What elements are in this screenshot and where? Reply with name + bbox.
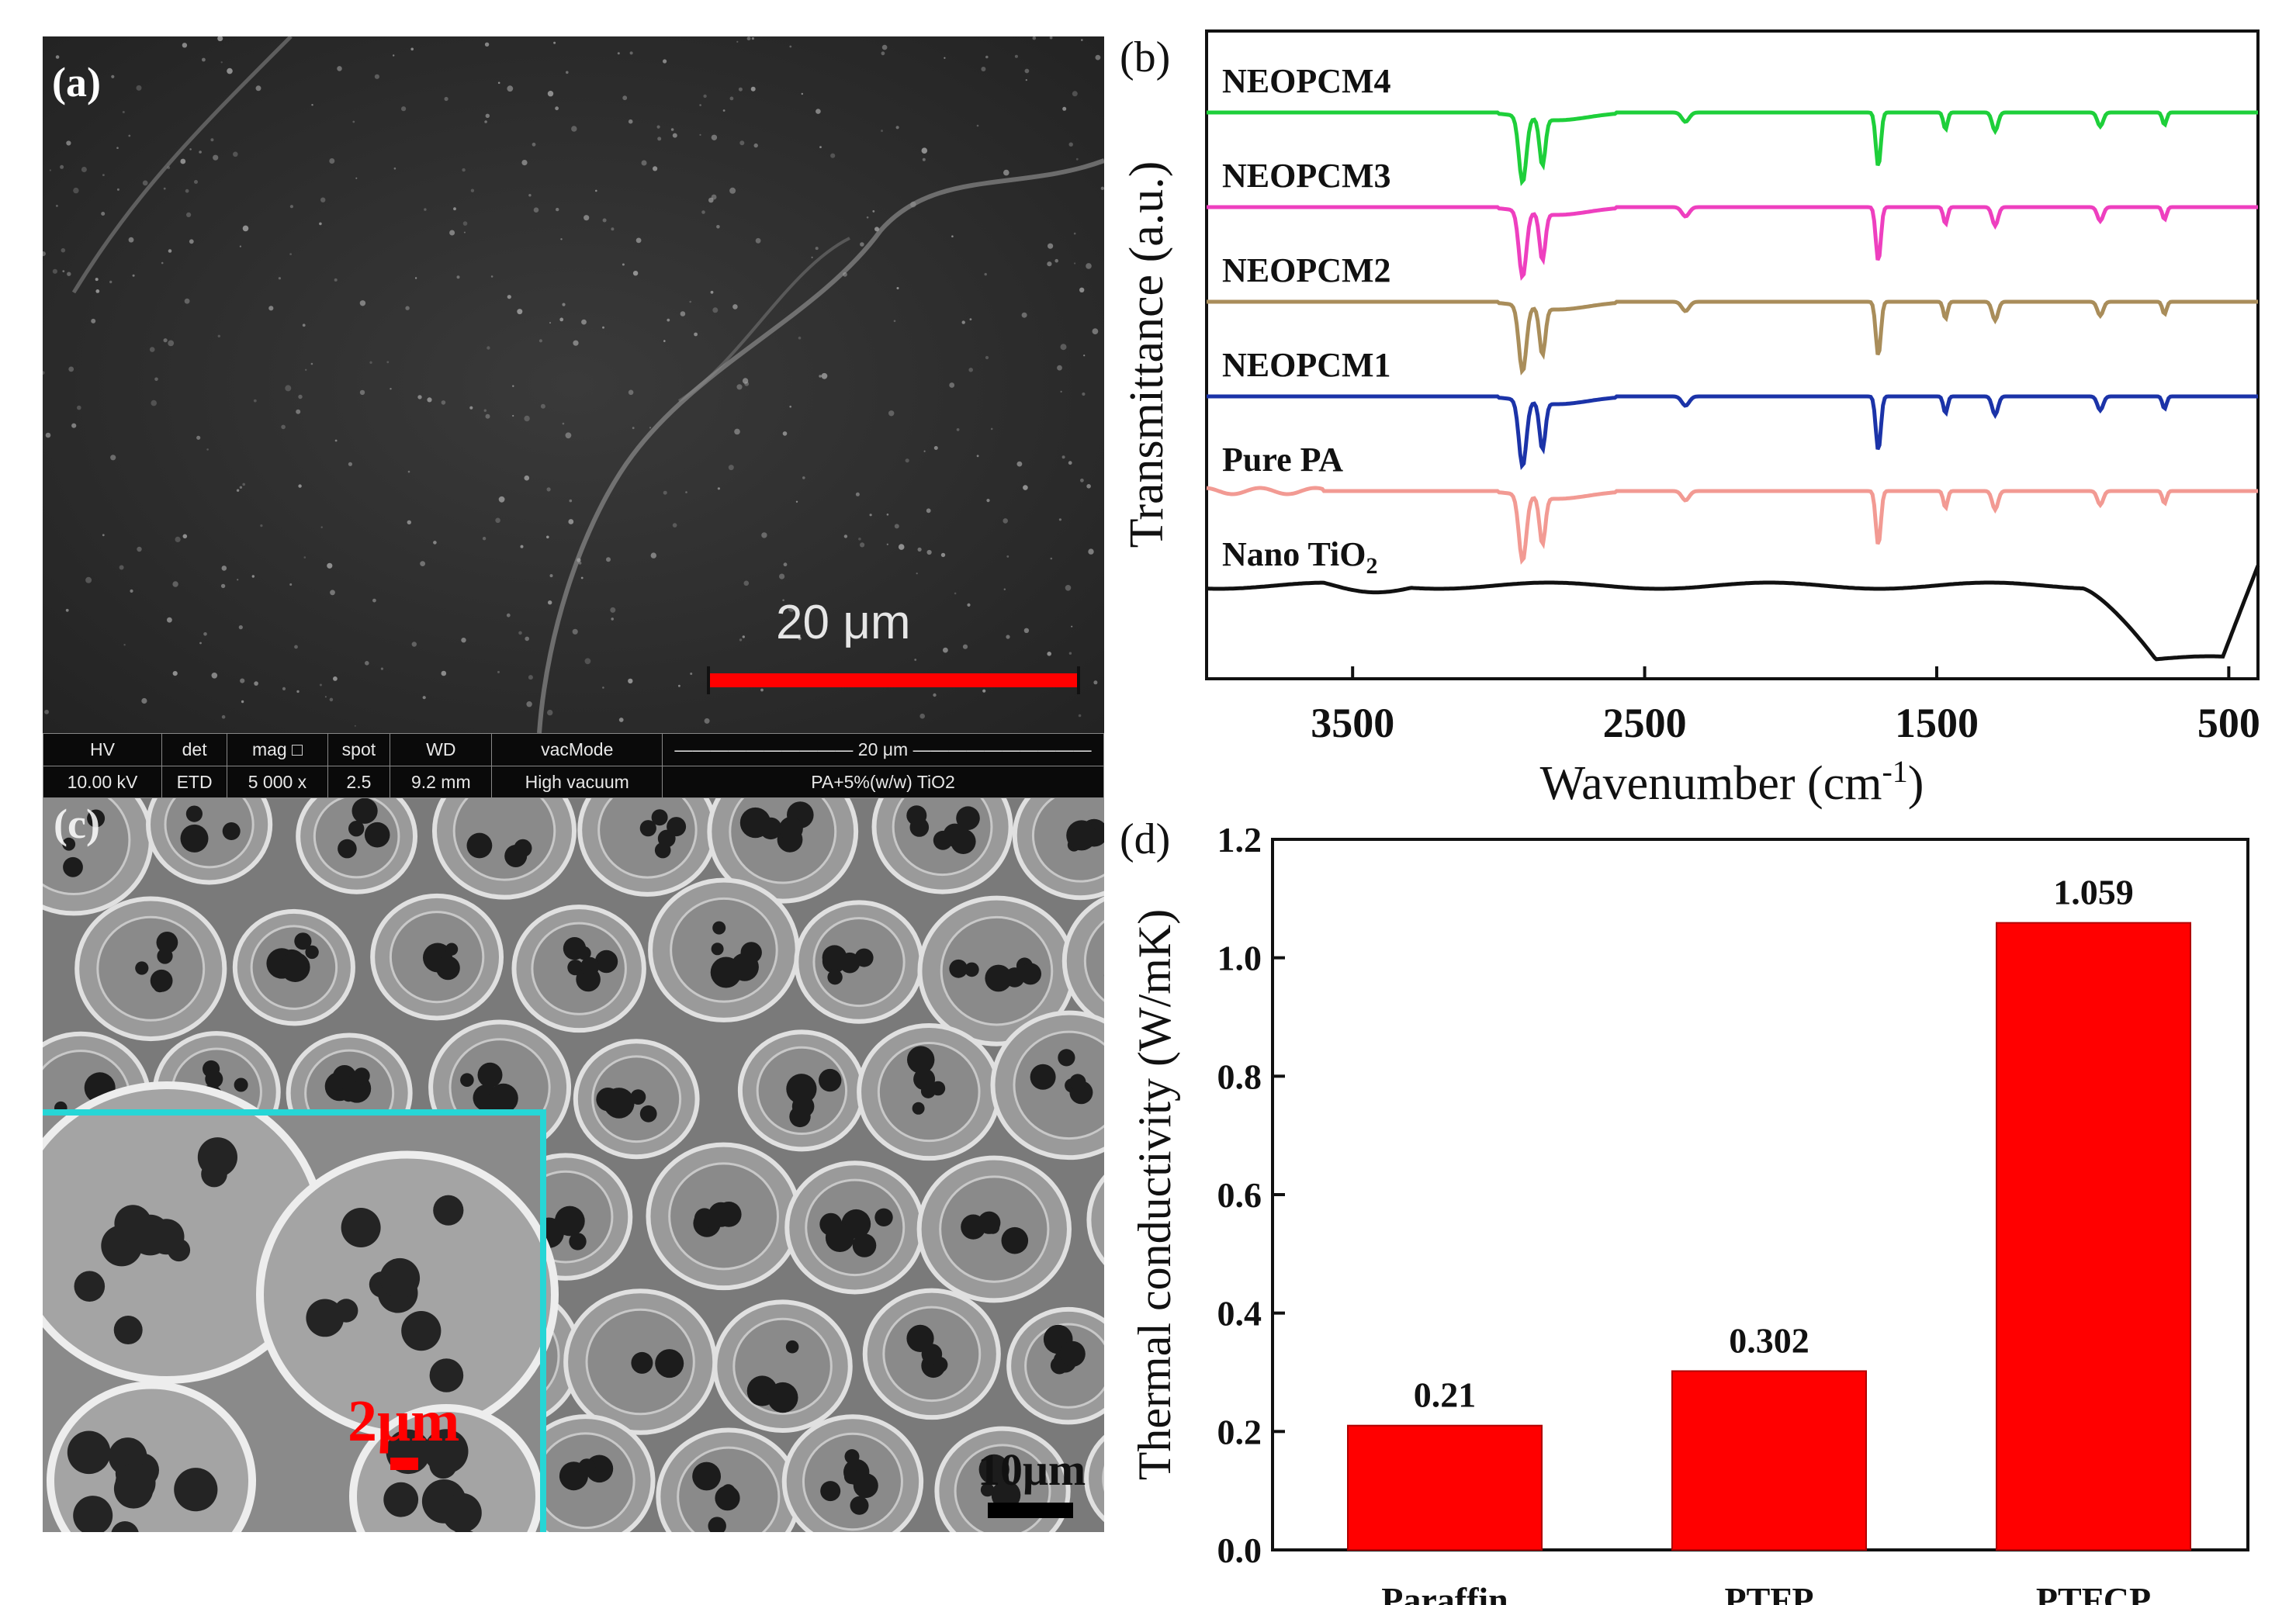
panel-label-d: (d)	[1120, 815, 1170, 863]
panel-label-b: (b)	[1120, 33, 1170, 81]
thermal-bar-chart: (d) 0.0 0.2 0.4 0.6 0.8 1.0 1.2 0.21 Paraffin 0.…	[1120, 815, 2249, 1605]
inset-border	[43, 1109, 546, 1532]
ftir-x-tick-label: 1500	[1895, 700, 1979, 746]
bar-y-axis-label: Thermal conductivity (W/mK)	[1129, 909, 1180, 1480]
bar-category-label: PTFP	[1725, 1580, 1814, 1605]
ftir-x-axis-label: Wavenumber (cm-1)	[1540, 754, 1924, 810]
det-header: det	[161, 733, 228, 766]
bar-y-tick-label: 0.0	[1217, 1531, 1262, 1570]
ftir-line-nano-tio2	[1207, 565, 2260, 662]
mag-value: 5 000 x	[227, 765, 328, 798]
ftir-chart: (b) NEOPCM4 NEOPCM3 NEOPCM2 NEOPCM1 Pure PA N…	[1120, 29, 2260, 810]
ftir-x-tick-label: 500	[2197, 700, 2260, 746]
bar-category-label: Paraffin	[1381, 1580, 1508, 1605]
bar-y-tick-label: 1.0	[1217, 939, 1262, 978]
inset-scale-label: 2μm	[348, 1389, 460, 1454]
wd-value: 9.2 mm	[390, 765, 493, 798]
ftir-series-label: Nano TiO2	[1222, 535, 1377, 579]
ftir-line-neopcm2	[1207, 299, 2258, 375]
ftir-line-neopcm4	[1207, 110, 2258, 186]
inset-scale-bar	[390, 1458, 418, 1470]
ftir-x-tick-label: 2500	[1603, 700, 1687, 746]
bar-y-tick-label: 0.4	[1217, 1294, 1262, 1333]
mag-header: mag □	[227, 733, 328, 766]
spot-value: 2.5	[327, 765, 391, 798]
vacmode-value: High vacuum	[491, 765, 663, 798]
scale-label-c: 10μm	[978, 1444, 1086, 1495]
bar-y-tick-label: 0.6	[1217, 1175, 1262, 1215]
bar-y-tick-label: 0.2	[1217, 1412, 1262, 1451]
bar-scale-text: —————————— 20 μm ——————————	[662, 733, 1104, 766]
sem-texture-a	[43, 36, 1104, 733]
bar-y-tick-label: 1.2	[1217, 820, 1262, 860]
sem-image-c: (c) 2μm 10μm	[43, 798, 1104, 1532]
ftir-series-label: Pure PA	[1222, 441, 1343, 479]
scale-label-a: 20 μm	[776, 596, 911, 649]
ftir-line-neopcm3	[1207, 205, 2258, 281]
scale-bar-c	[988, 1503, 1073, 1518]
hv-header: HV	[43, 733, 162, 766]
ftir-series-label: NEOPCM2	[1222, 251, 1391, 289]
spot-header: spot	[327, 733, 391, 766]
ftir-series-label: NEOPCM3	[1222, 157, 1391, 195]
sem-image-a: (a) 20 μm HV det mag □ spot WD vacMode —…	[43, 36, 1104, 798]
ftir-series-label: NEOPCM1	[1222, 346, 1391, 384]
ftir-series-label: NEOPCM4	[1222, 62, 1391, 100]
bar-value-label: 0.302	[1729, 1320, 1809, 1360]
ftir-line-pure-pa	[1206, 486, 2258, 565]
bar-category-label: PTFCP	[2036, 1580, 2151, 1605]
bar-value-label: 0.21	[1414, 1375, 1477, 1415]
bar-y-tick-label: 0.8	[1217, 1057, 1262, 1096]
ftir-plot-frame	[1205, 29, 2260, 680]
sample-name: PA+5%(w/w) TiO2	[662, 765, 1104, 798]
vacmode-header: vacMode	[491, 733, 663, 766]
ftir-line-neopcm1	[1207, 394, 2258, 470]
panel-label-c: (c)	[54, 801, 100, 847]
wd-header: WD	[390, 733, 493, 766]
panel-label-a: (a)	[52, 59, 101, 106]
sem-info-bar: HV det mag □ spot WD vacMode —————————— …	[43, 733, 1104, 798]
sem-texture-c	[43, 798, 1104, 1532]
bar-ptfp	[1671, 1370, 1867, 1551]
bar-value-label: 1.059	[2053, 873, 2134, 912]
bar-paraffin	[1347, 1424, 1543, 1551]
hv-value: 10.00 kV	[43, 765, 162, 798]
ftir-x-tick-label: 3500	[1311, 700, 1394, 746]
bar-ptfcp	[1996, 922, 2191, 1551]
det-value: ETD	[161, 765, 228, 798]
ftir-y-axis-label: Transmittance (a.u.)	[1120, 161, 1173, 548]
